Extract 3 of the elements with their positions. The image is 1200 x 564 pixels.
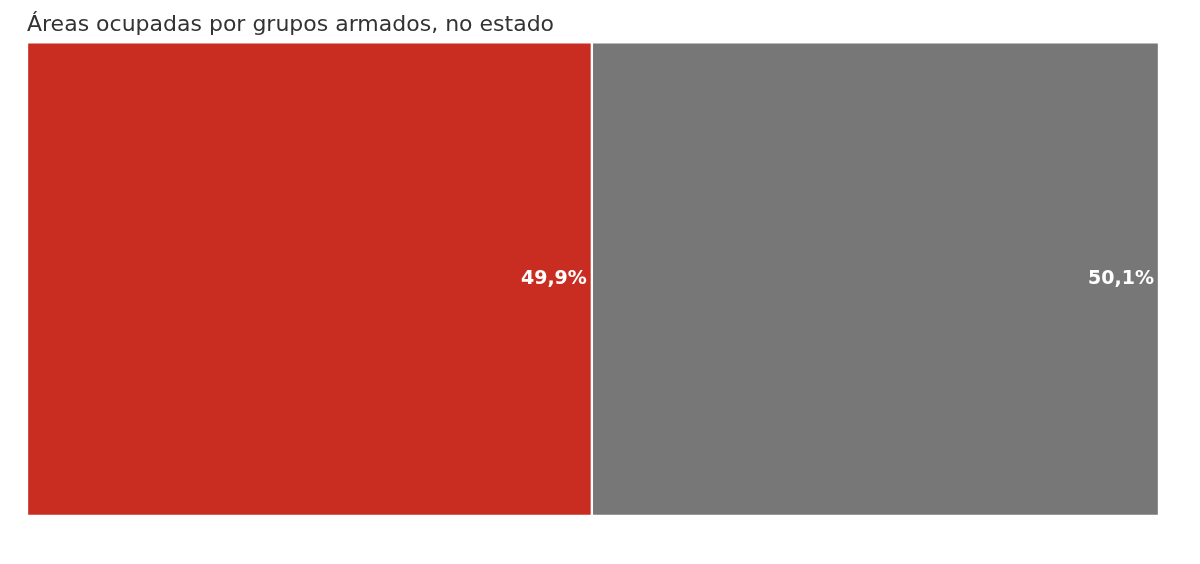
data-label: 50,1% <box>1088 266 1154 289</box>
chart-title: Áreas ocupadas por grupos armados, no estado <box>27 10 555 36</box>
data-label: 49,9% <box>520 266 587 289</box>
